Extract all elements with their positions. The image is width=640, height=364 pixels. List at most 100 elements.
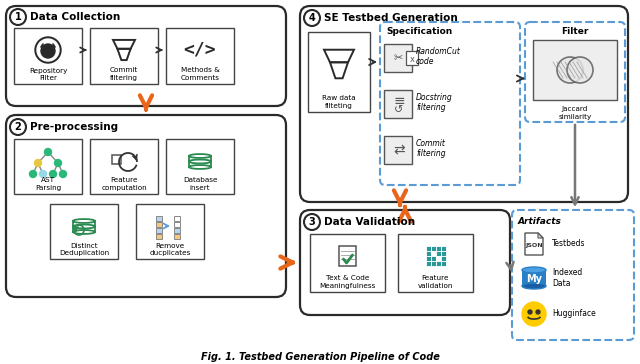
Bar — [156, 228, 162, 233]
Text: Indexed
Data: Indexed Data — [552, 268, 582, 288]
Bar — [166, 139, 234, 194]
Bar — [90, 28, 158, 84]
Text: Fig. 1. Testbed Generation Pipeline of Code: Fig. 1. Testbed Generation Pipeline of C… — [200, 352, 440, 362]
Circle shape — [522, 302, 546, 326]
Bar — [308, 32, 370, 112]
Circle shape — [49, 170, 56, 178]
Text: ≡: ≡ — [393, 94, 405, 108]
Circle shape — [536, 310, 540, 314]
Text: 4: 4 — [308, 13, 316, 23]
Text: 3: 3 — [308, 217, 316, 227]
Text: My: My — [526, 274, 542, 284]
Circle shape — [557, 57, 583, 83]
Text: x: x — [410, 55, 415, 63]
Bar — [435, 251, 440, 256]
Ellipse shape — [522, 267, 546, 273]
Bar — [174, 216, 180, 221]
Bar — [156, 216, 162, 221]
Circle shape — [40, 170, 47, 178]
Bar — [435, 246, 440, 251]
Bar — [440, 251, 445, 256]
Text: Methods &
Comments: Methods & Comments — [180, 67, 220, 81]
Text: 2: 2 — [15, 122, 21, 132]
Bar — [156, 222, 162, 227]
Bar — [384, 90, 412, 118]
Circle shape — [304, 10, 320, 26]
Bar — [310, 234, 385, 292]
Text: 1: 1 — [15, 12, 21, 22]
Text: Hugginface: Hugginface — [552, 309, 596, 318]
Bar — [533, 40, 617, 100]
Circle shape — [10, 119, 26, 135]
Text: Docstring: Docstring — [416, 92, 452, 102]
Polygon shape — [525, 233, 543, 255]
Bar — [166, 28, 234, 84]
Text: Pre-processing: Pre-processing — [30, 122, 118, 132]
Bar — [435, 261, 440, 266]
Bar — [174, 228, 180, 233]
Circle shape — [35, 37, 61, 63]
Circle shape — [41, 44, 55, 58]
Bar — [174, 234, 180, 239]
Circle shape — [60, 170, 67, 178]
Polygon shape — [538, 233, 543, 238]
Bar — [14, 139, 82, 194]
Circle shape — [37, 39, 59, 61]
Text: Specification: Specification — [386, 28, 452, 36]
Bar — [426, 256, 431, 261]
Bar — [50, 204, 118, 259]
Bar — [339, 246, 356, 266]
Text: SE Testbed Generation: SE Testbed Generation — [324, 13, 458, 23]
Text: filtering: filtering — [416, 103, 445, 112]
Text: Distinct
Deduplication: Distinct Deduplication — [59, 242, 109, 256]
Bar — [431, 246, 435, 251]
Text: ⇄: ⇄ — [393, 143, 405, 157]
Text: Testbeds: Testbeds — [552, 240, 586, 249]
Text: Remove
ducplicates: Remove ducplicates — [149, 242, 191, 256]
Circle shape — [54, 159, 61, 166]
Text: Feature
validation: Feature validation — [418, 276, 453, 289]
Text: filtering: filtering — [416, 150, 445, 158]
Bar — [398, 234, 473, 292]
Bar — [111, 154, 120, 163]
Text: Filter: Filter — [561, 28, 589, 36]
Bar — [14, 28, 82, 84]
Text: code: code — [416, 58, 435, 67]
Text: ↺: ↺ — [394, 105, 404, 115]
Text: Raw data
filteting: Raw data filteting — [322, 95, 356, 109]
Bar — [522, 270, 546, 286]
Text: Jaccard
similarity: Jaccard similarity — [558, 106, 591, 119]
Circle shape — [29, 170, 36, 178]
Bar — [174, 222, 180, 227]
Text: Feature
computation: Feature computation — [101, 178, 147, 191]
Bar — [440, 261, 445, 266]
Bar — [426, 261, 431, 266]
Bar — [136, 204, 204, 259]
Text: ✂: ✂ — [394, 53, 403, 63]
Circle shape — [45, 149, 51, 155]
Text: Artifacts: Artifacts — [518, 217, 562, 226]
Circle shape — [567, 57, 593, 83]
Ellipse shape — [522, 283, 546, 289]
Bar — [431, 251, 435, 256]
Bar — [431, 256, 435, 261]
Bar — [426, 246, 431, 251]
Circle shape — [304, 214, 320, 230]
Circle shape — [35, 159, 42, 166]
Text: RandomCut: RandomCut — [416, 47, 461, 55]
Bar — [90, 139, 158, 194]
Text: JSON: JSON — [525, 244, 543, 249]
Text: Commit: Commit — [416, 138, 446, 147]
Text: AST
Parsing: AST Parsing — [35, 178, 61, 191]
Circle shape — [528, 310, 532, 314]
Text: Data Collection: Data Collection — [30, 12, 120, 22]
Bar — [156, 234, 162, 239]
Text: Repository
Filter: Repository Filter — [29, 67, 67, 81]
Bar — [440, 256, 445, 261]
Text: </>: </> — [184, 41, 216, 59]
Bar — [426, 251, 431, 256]
Bar — [384, 136, 412, 164]
Circle shape — [10, 9, 26, 25]
Bar — [384, 44, 412, 72]
Text: Text & Code
Meaningfulness: Text & Code Meaningfulness — [319, 276, 376, 289]
